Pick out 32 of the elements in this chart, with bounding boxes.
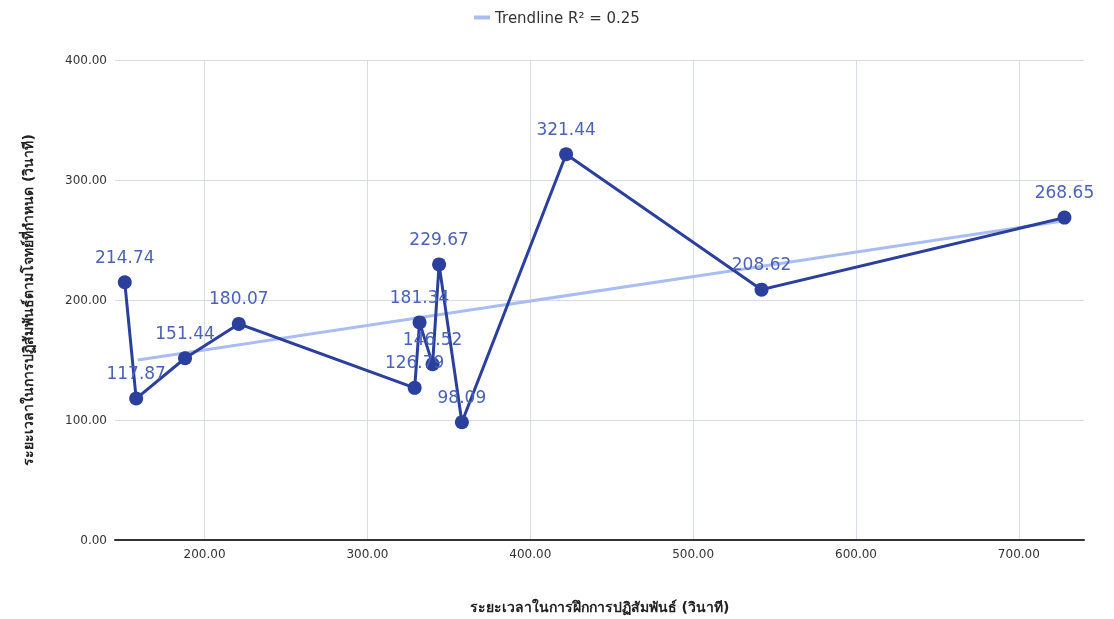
point [129,391,144,406]
x-tick-label: 400.00 [509,547,552,561]
y-tick-label: 200.00 [65,293,107,307]
x-tick-label: 500.00 [672,547,715,561]
y-tick-label: 100.00 [65,413,107,427]
y-tick-label: 0.00 [80,533,107,547]
point [407,380,422,395]
point [754,282,769,297]
data-label: 180.07 [209,288,269,309]
point [454,415,469,430]
point [178,351,193,366]
x-tick-label: 700.00 [997,547,1040,561]
x-tick-label: 300.00 [346,547,389,561]
y-tick-label: 300.00 [65,173,107,187]
point [559,147,574,162]
x-axis-title: ระยะเวลาในการฝึกการปฏิสัมพันธ์ (วินาที) [469,598,730,616]
data-label: 229.67 [409,228,469,249]
point [117,275,132,290]
x-tick-label: 600.00 [835,547,877,561]
data-label: 214.74 [95,246,155,267]
point [432,257,447,272]
point [231,316,246,331]
data-label: 151.44 [155,322,215,343]
y-tick-label: 400.00 [65,53,107,67]
x-tick-label: 200.00 [183,547,226,561]
data-label: 268.65 [1034,182,1095,203]
data-label: 208.62 [731,254,792,275]
point [412,315,427,330]
y-axis-title: ระยะเวลาในการปฏิสัมพันธ์ตามโจทย์ที่กำหนด (วินาที) [18,134,37,466]
legend-label: Trendline R² = 0.25 [494,8,640,27]
point [1057,210,1072,225]
data-label: 321.44 [536,118,596,139]
